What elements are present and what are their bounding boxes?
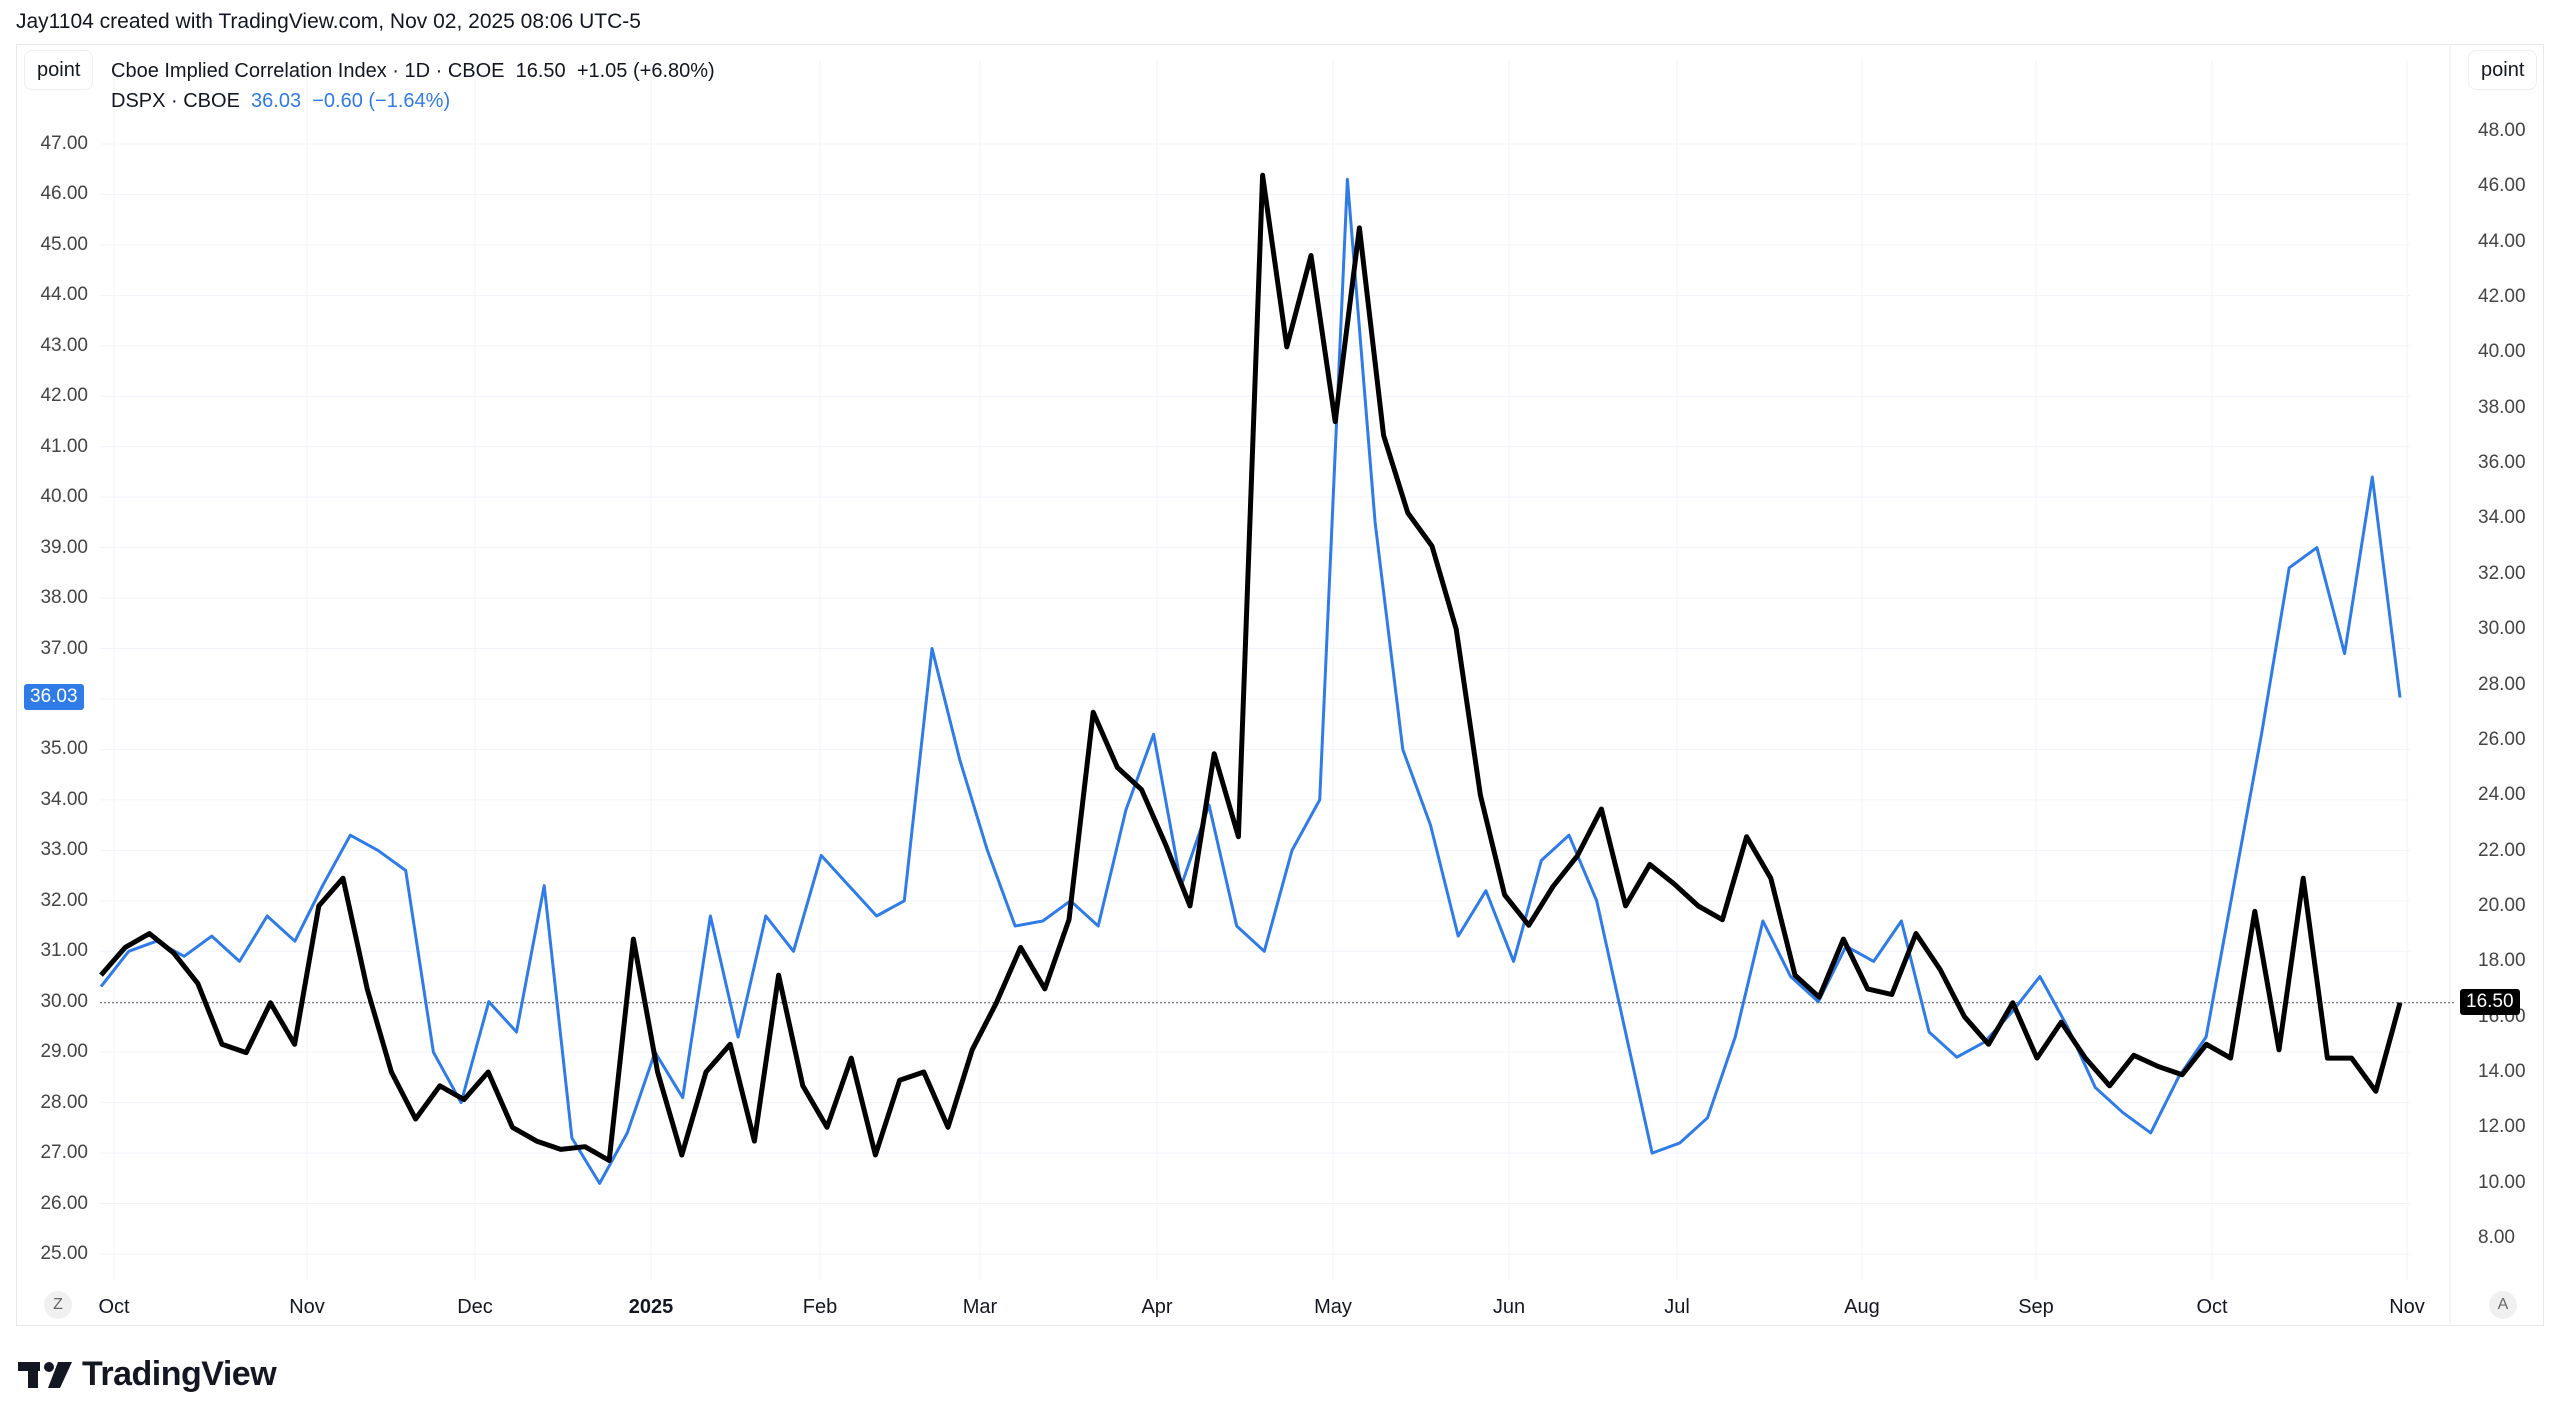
legend-icj-name: Cboe Implied Correlation Index · 1D · CB…	[111, 60, 505, 82]
right-axis-tick: 44.00	[2478, 230, 2526, 252]
left-axis-tick: 26.00	[40, 1192, 88, 1214]
legend-dspx-name: DSPX · CBOE	[111, 90, 240, 112]
right-axis-tick: 14.00	[2478, 1060, 2526, 1082]
auto-scale-button[interactable]: A	[2489, 1291, 2517, 1319]
right-axis-tick: 8.00	[2478, 1227, 2515, 1248]
right-axis-tick: 28.00	[2478, 673, 2526, 695]
right-axis-tick: 42.00	[2478, 286, 2526, 308]
time-axis-tick: May	[1314, 1296, 1352, 1318]
left-axis-tick: 28.00	[40, 1091, 88, 1113]
tradingview-logo-text: TradingView	[82, 1355, 277, 1393]
time-axis-tick: Nov	[2389, 1296, 2425, 1318]
time-axis-tick: Aug	[1844, 1296, 1880, 1318]
right-axis-tick: 20.00	[2478, 894, 2526, 916]
legend-dspx-change: −0.60 (−1.64%)	[312, 90, 451, 112]
right-axis-tick: 32.00	[2478, 562, 2526, 584]
left-axis-tick: 29.00	[40, 1041, 88, 1063]
time-axis-tick: Jun	[1492, 1296, 1526, 1318]
time-axis-tick: Sep	[2018, 1296, 2054, 1318]
right-axis-tick: 22.00	[2478, 839, 2526, 861]
left-axis-tick: 38.00	[40, 587, 88, 609]
icj-line[interactable]	[99, 172, 2403, 1163]
left-axis-tick: 42.00	[40, 385, 88, 407]
chart-frame	[16, 44, 2544, 1326]
zoom-reset-button[interactable]: Z	[44, 1291, 72, 1319]
right-axis-tick: 38.00	[2478, 396, 2526, 418]
right-axis-tick: 24.00	[2478, 784, 2526, 806]
chart-credit: Jay1104 created with TradingView.com, No…	[16, 10, 641, 33]
left-axis-tick: 40.00	[40, 486, 88, 508]
left-axis-tick: 34.00	[40, 788, 88, 810]
right-axis-tick: 40.00	[2478, 341, 2526, 363]
left-axis-tick: 47.00	[40, 133, 88, 154]
time-axis-tick: Apr	[1141, 1296, 1173, 1318]
left-axis-tick: 27.00	[40, 1142, 88, 1164]
right-axis-tick: 30.00	[2478, 618, 2526, 640]
left-axis-tick: 33.00	[40, 839, 88, 861]
legend: Cboe Implied Correlation Index · 1D · CB…	[111, 56, 715, 116]
left-axis-tick: 37.00	[40, 637, 88, 659]
right-axis-tick: 34.00	[2478, 507, 2526, 529]
right-axis-tick: 18.00	[2478, 950, 2526, 972]
icj-last-price-badge: 16.50	[2460, 989, 2520, 1015]
legend-row-icj[interactable]: Cboe Implied Correlation Index · 1D · CB…	[111, 56, 715, 86]
left-axis-tick: 44.00	[40, 284, 88, 306]
time-axis-tick: Jul	[1664, 1296, 1690, 1318]
left-axis-tick: 45.00	[40, 233, 88, 255]
left-axis-tick: 41.00	[40, 435, 88, 457]
time-axis-tick: Oct	[2196, 1296, 2228, 1318]
right-axis-tick: 12.00	[2478, 1116, 2526, 1138]
left-axis-tick: 30.00	[40, 990, 88, 1012]
tradingview-logo-icon	[18, 1361, 72, 1388]
time-axis-tick: Feb	[802, 1296, 838, 1318]
legend-row-dspx[interactable]: DSPX · CBOE 36.03 −0.60 (−1.64%)	[111, 86, 715, 116]
right-axis-tick: 10.00	[2478, 1171, 2526, 1193]
time-axis-tick: Mar	[962, 1296, 998, 1318]
legend-dspx-last: 36.03	[251, 90, 302, 112]
right-axis-tick: 48.00	[2478, 120, 2526, 141]
left-axis-tick: 46.00	[40, 183, 88, 205]
right-axis-tick: 36.00	[2478, 452, 2526, 474]
legend-icj-last: 16.50	[515, 60, 566, 82]
right-axis-tick: 46.00	[2478, 175, 2526, 197]
time-axis-tick: 2025	[628, 1296, 674, 1318]
left-axis-tick: 43.00	[40, 334, 88, 356]
right-axis-tick: 26.00	[2478, 728, 2526, 750]
left-axis-unit-button[interactable]: point	[24, 50, 94, 90]
left-axis-tick: 39.00	[40, 536, 88, 558]
tradingview-logo: TradingView	[18, 1355, 277, 1394]
legend-icj-change: +1.05 (+6.80%)	[576, 60, 715, 82]
left-axis-tick: 31.00	[40, 940, 88, 962]
right-axis-unit-button[interactable]: point	[2468, 50, 2538, 90]
time-axis-tick: Dec	[457, 1296, 493, 1318]
left-axis-tick: 35.00	[40, 738, 88, 760]
dspx-last-price-badge: 36.03	[24, 684, 84, 710]
left-axis-tick: 32.00	[40, 889, 88, 911]
time-axis-tick: Nov	[289, 1296, 325, 1318]
time-axis-tick: Oct	[98, 1296, 130, 1318]
left-axis-tick: 25.00	[40, 1243, 88, 1264]
